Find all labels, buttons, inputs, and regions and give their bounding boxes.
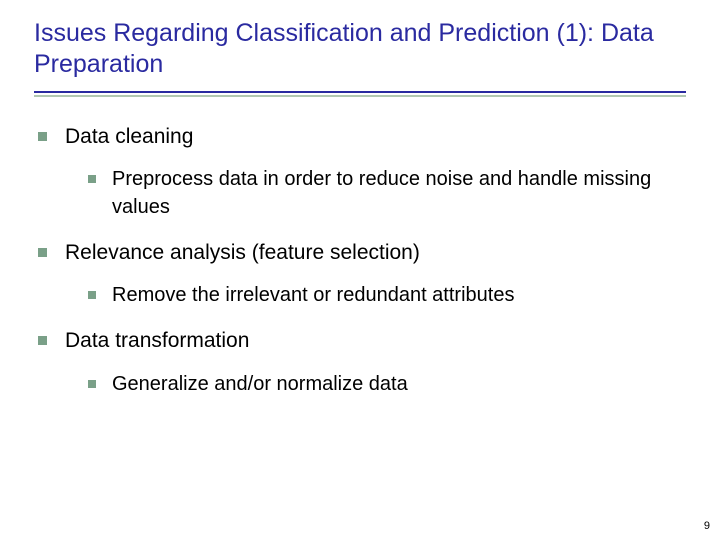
rule-primary	[34, 91, 686, 93]
list-item: Relevance analysis (feature selection)	[38, 239, 686, 267]
list-subitem-label: Remove the irrelevant or redundant attri…	[112, 281, 514, 309]
list-subitem: Remove the irrelevant or redundant attri…	[88, 281, 686, 309]
list-subitem-label: Generalize and/or normalize data	[112, 370, 408, 398]
list-subitem: Preprocess data in order to reduce noise…	[88, 165, 686, 221]
list-item-label: Relevance analysis (feature selection)	[65, 239, 420, 267]
square-bullet-icon	[88, 380, 96, 388]
list-item: Data cleaning	[38, 123, 686, 151]
list-item: Data transformation	[38, 327, 686, 355]
square-bullet-icon	[38, 336, 47, 345]
square-bullet-icon	[88, 291, 96, 299]
rule-secondary	[34, 95, 686, 97]
list-subitem-label: Preprocess data in order to reduce noise…	[112, 165, 672, 221]
list-item-label: Data cleaning	[65, 123, 193, 151]
slide: Issues Regarding Classification and Pred…	[0, 0, 720, 540]
list-item-label: Data transformation	[65, 327, 249, 355]
page-number: 9	[704, 520, 710, 532]
list-subitem: Generalize and/or normalize data	[88, 370, 686, 398]
slide-title: Issues Regarding Classification and Pred…	[34, 18, 686, 81]
square-bullet-icon	[88, 175, 96, 183]
content: Data cleaning Preprocess data in order t…	[34, 123, 686, 398]
title-rule	[0, 91, 720, 97]
square-bullet-icon	[38, 248, 47, 257]
square-bullet-icon	[38, 132, 47, 141]
